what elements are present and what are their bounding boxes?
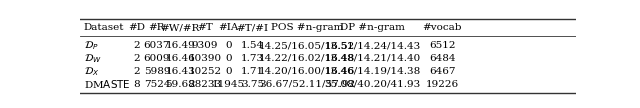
- Text: 1.54: 1.54: [241, 41, 264, 50]
- Text: 1.73: 1.73: [241, 54, 264, 63]
- Text: #vocab: #vocab: [422, 23, 462, 32]
- Text: $\mathcal{D}_W$: $\mathcal{D}_W$: [84, 52, 102, 65]
- Text: #IA: #IA: [219, 23, 239, 32]
- Text: 0: 0: [225, 41, 232, 50]
- Text: 3.75: 3.75: [241, 80, 264, 89]
- Text: 2: 2: [134, 41, 140, 50]
- Text: 6009: 6009: [143, 54, 170, 63]
- Text: 2: 2: [134, 67, 140, 76]
- Text: 35.08/40.20/41.93: 35.08/40.20/41.93: [324, 80, 420, 89]
- Text: #T/#I: #T/#I: [237, 23, 269, 32]
- Text: 1.71: 1.71: [241, 67, 264, 76]
- Text: 6467: 6467: [429, 67, 455, 76]
- Text: Dataset: Dataset: [84, 23, 124, 32]
- Text: 14.25/16.05/16.52: 14.25/16.05/16.52: [259, 41, 355, 50]
- Text: 19226: 19226: [426, 80, 459, 89]
- Text: 8: 8: [134, 80, 140, 89]
- Text: 10390: 10390: [188, 54, 221, 63]
- Text: #R: #R: [148, 23, 165, 32]
- Text: 14.22/16.02/16.48: 14.22/16.02/16.48: [259, 54, 355, 63]
- Text: 6037: 6037: [143, 41, 170, 50]
- Text: $\mathcal{D}_P$: $\mathcal{D}_P$: [84, 39, 99, 52]
- Text: 16.49: 16.49: [165, 41, 195, 50]
- Text: 10252: 10252: [188, 67, 221, 76]
- Text: 14.20/16.00/16.46: 14.20/16.00/16.46: [259, 67, 355, 76]
- Text: #D: #D: [129, 23, 145, 32]
- Text: #W/#R: #W/#R: [161, 23, 200, 32]
- Text: DM$\rm{ASTE}$: DM$\rm{ASTE}$: [84, 78, 131, 90]
- Text: 13.48/14.21/14.40: 13.48/14.21/14.40: [324, 54, 420, 63]
- Text: 13.51/14.24/14.43: 13.51/14.24/14.43: [324, 41, 420, 50]
- Text: 36.67/52.11/57.92: 36.67/52.11/57.92: [259, 80, 355, 89]
- Text: 16.46: 16.46: [165, 54, 195, 63]
- Text: 28233: 28233: [188, 80, 221, 89]
- Text: 6512: 6512: [429, 41, 455, 50]
- Text: #T: #T: [197, 23, 213, 32]
- Text: 11945: 11945: [212, 80, 245, 89]
- Text: 0: 0: [225, 67, 232, 76]
- Text: 0: 0: [225, 54, 232, 63]
- Text: POS #n-gram: POS #n-gram: [271, 23, 343, 32]
- Text: 13.46/14.19/14.38: 13.46/14.19/14.38: [324, 67, 420, 76]
- Text: $\mathcal{D}_X$: $\mathcal{D}_X$: [84, 65, 99, 78]
- Text: 59.68: 59.68: [165, 80, 195, 89]
- Text: 7524: 7524: [143, 80, 170, 89]
- Text: 6484: 6484: [429, 54, 455, 63]
- Text: 9309: 9309: [192, 41, 218, 50]
- Text: 2: 2: [134, 54, 140, 63]
- Text: DP #n-gram: DP #n-gram: [340, 23, 405, 32]
- Text: 5989: 5989: [143, 67, 170, 76]
- Text: 16.43: 16.43: [165, 67, 195, 76]
